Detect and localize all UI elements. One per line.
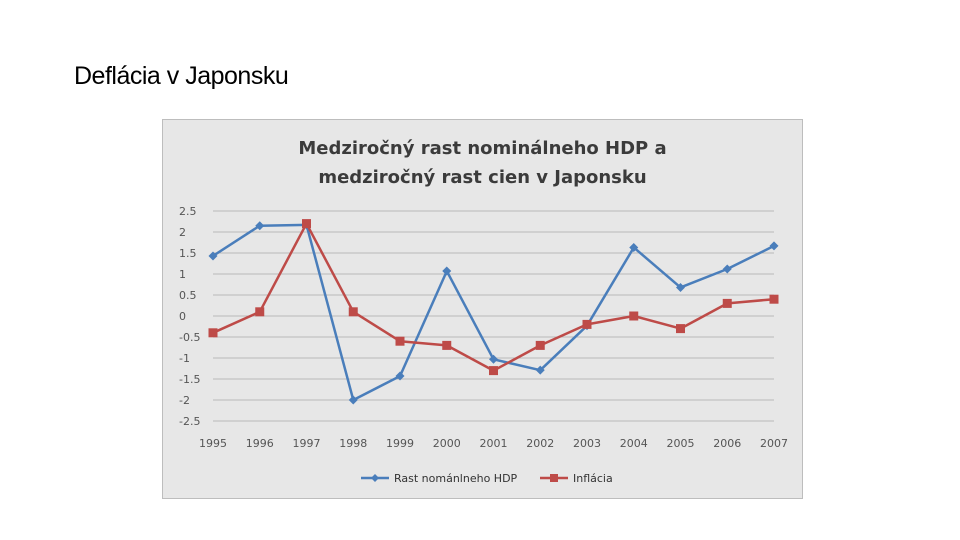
legend-label: Rast nománlneho HDP <box>394 472 518 485</box>
y-tick-label: 2.5 <box>179 205 197 218</box>
y-tick-label: -2.5 <box>179 415 200 428</box>
data-point <box>676 324 685 334</box>
x-tick-label: 2005 <box>667 437 695 450</box>
x-tick-label: 1996 <box>246 437 274 450</box>
x-tick-label: 2004 <box>620 437 648 450</box>
x-tick-label: 2007 <box>760 437 788 450</box>
data-point <box>676 282 685 292</box>
x-tick-label: 2003 <box>573 437 601 450</box>
chart-frame: Medziročný rast nominálneho HDP a medzir… <box>162 119 803 499</box>
data-point <box>722 298 732 308</box>
x-tick-label: 2000 <box>433 437 461 450</box>
y-tick-label: -2 <box>179 394 190 407</box>
data-point <box>722 264 732 274</box>
x-tick-label: 1995 <box>199 437 227 450</box>
chart-title-line-2: medziročný rast cien v Japonsku <box>318 167 647 188</box>
chart-title: Medziročný rast nominálneho HDP a medzir… <box>163 134 802 192</box>
slide-title: Deflácia v Japonsku <box>74 62 289 90</box>
data-point <box>489 366 498 376</box>
data-point <box>302 219 311 229</box>
data-point <box>629 311 639 321</box>
data-point <box>535 365 545 375</box>
y-tick-label: -0.5 <box>179 331 200 344</box>
data-point <box>629 243 639 253</box>
x-tick-label: 1999 <box>386 437 414 450</box>
legend-marker <box>371 474 379 482</box>
data-point <box>442 266 452 276</box>
y-tick-label: 1 <box>179 268 186 281</box>
data-point <box>489 354 498 364</box>
data-point <box>395 336 405 346</box>
x-tick-label: 1997 <box>293 437 321 450</box>
y-tick-label: 2 <box>179 226 186 239</box>
chart-title-line-1: Medziročný rast nominálneho HDP a <box>298 138 667 159</box>
data-point <box>348 395 358 405</box>
y-tick-label: -1.5 <box>179 373 200 386</box>
x-tick-label: 2001 <box>480 437 508 450</box>
legend-label: Inflácia <box>573 472 613 485</box>
data-point <box>535 340 545 350</box>
data-point <box>769 294 779 304</box>
series-line <box>212 222 775 372</box>
y-tick-label: -1 <box>179 352 190 365</box>
y-tick-label: 1.5 <box>179 247 197 260</box>
data-point <box>255 307 265 317</box>
data-point <box>255 221 265 231</box>
data-point <box>208 251 218 261</box>
data-point <box>769 241 779 251</box>
data-point <box>348 307 358 317</box>
data-point <box>442 340 452 350</box>
x-tick-label: 2006 <box>713 437 741 450</box>
y-tick-label: 0 <box>179 310 186 323</box>
y-tick-label: 0.5 <box>179 289 197 302</box>
data-point <box>395 371 405 381</box>
x-tick-label: 2002 <box>526 437 554 450</box>
x-tick-label: 1998 <box>339 437 367 450</box>
data-point <box>208 328 218 338</box>
legend-marker <box>550 474 558 482</box>
line-chart: 2.5 2 1.5 1 0.5 0 -0.5 -1 -1.5 -2 -2.5 1995 1996 1997… <box>179 205 788 485</box>
data-point <box>582 319 592 329</box>
